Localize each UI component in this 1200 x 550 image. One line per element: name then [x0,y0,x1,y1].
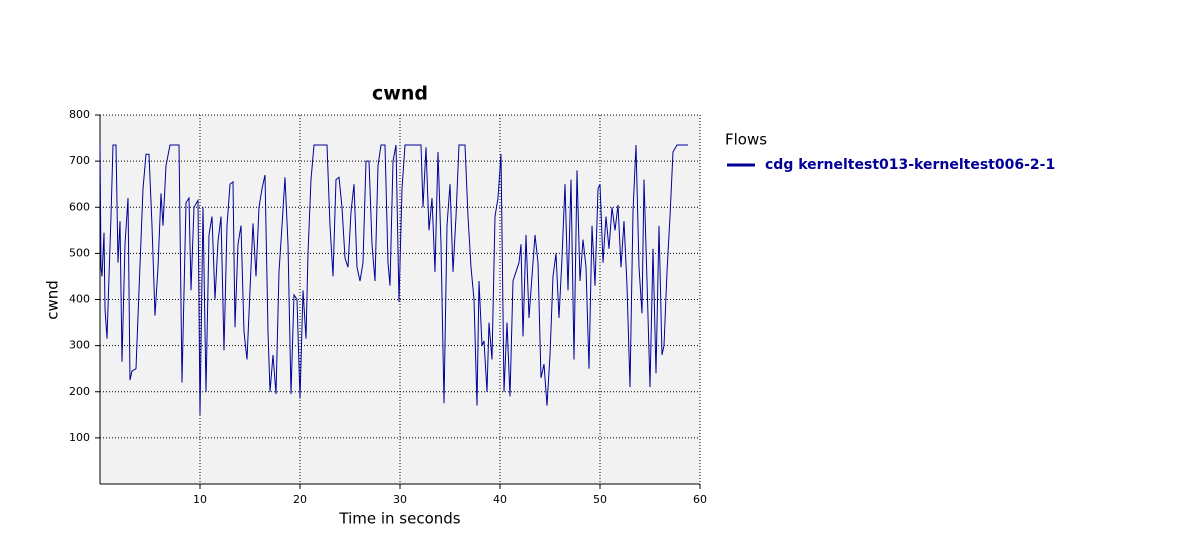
x-axis-label: Time in seconds [338,510,460,528]
legend-label: cdg kerneltest013-kerneltest006-2-1 [765,157,1055,173]
y-tick-label: 100 [69,431,90,444]
y-tick-label: 400 [69,293,90,306]
chart-title: cwnd [372,83,428,105]
y-tick-label: 700 [69,154,90,167]
y-axis-label: cwnd [44,280,62,320]
y-tick-label: 300 [69,339,90,352]
x-tick-label: 50 [593,493,607,506]
legend-title: Flows [725,131,767,149]
y-tick-label: 600 [69,200,90,213]
x-tick-label: 30 [393,493,407,506]
y-tick-label: 800 [69,108,90,121]
x-tick-label: 10 [193,493,207,506]
line-series [99,144,688,415]
x-tick-label: 20 [293,493,307,506]
x-tick-label: 60 [693,493,707,506]
y-tick-label: 500 [69,246,90,259]
y-tick-label: 200 [69,385,90,398]
x-tick-label: 40 [493,493,507,506]
